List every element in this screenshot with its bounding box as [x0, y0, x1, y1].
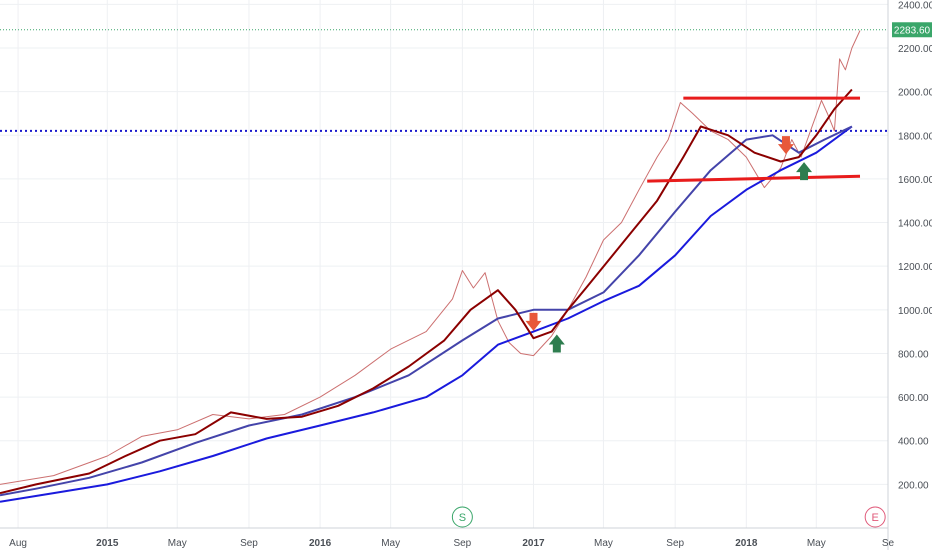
price-axis[interactable]: 2400.00 2200.00 2000.00 1800.00 1600.00 1400.… [898, 0, 932, 491]
event-marker-label: S [459, 512, 466, 524]
series-line-1 [0, 125, 853, 497]
y-tick-label: 1600.00 [898, 175, 932, 186]
time-axis[interactable]: Aug 2015 May Sep 2016 May Sep 2017 May Sep 2018 May… [9, 538, 894, 549]
y-tick-label: 1000.00 [898, 306, 932, 317]
x-tick-label: 2017 [522, 538, 545, 549]
y-tick-label: 2400.00 [898, 0, 932, 11]
arrow-up-icon [548, 334, 565, 353]
series-layer [0, 30, 861, 503]
y-tick-label: 2200.00 [898, 44, 932, 55]
y-tick-label: 2000.00 [898, 88, 932, 99]
x-tick-label: Se [882, 538, 895, 549]
trend-lines [647, 96, 861, 183]
x-tick-label: Sep [240, 538, 258, 549]
x-tick-label: 2016 [309, 538, 332, 549]
arrow-down-icon [525, 312, 542, 331]
y-tick-label: 1200.00 [898, 262, 932, 273]
x-tick-label: Sep [666, 538, 684, 549]
trend-line [647, 174, 861, 183]
arrow-up-icon [796, 162, 813, 181]
horizontal-lines [0, 29, 888, 132]
y-tick-label: 200.00 [898, 480, 929, 491]
x-tick-label: Aug [9, 538, 27, 549]
y-tick-label: 400.00 [898, 437, 929, 448]
last-price-tag-bg [892, 22, 932, 38]
series-line-0 [0, 88, 853, 495]
grid [0, 0, 888, 528]
event-marker-circle[interactable] [451, 506, 473, 528]
x-tick-label: May [381, 538, 400, 549]
y-tick-label: 800.00 [898, 349, 929, 360]
x-tick-label: May [594, 538, 613, 549]
series-line-3 [0, 30, 861, 485]
x-tick-label: 2015 [96, 538, 119, 549]
last-price-tag: 2283.60 [892, 22, 932, 38]
y-tick-label: 600.00 [898, 393, 929, 404]
x-tick-label: May [168, 538, 187, 549]
event-marker-circle[interactable] [864, 506, 886, 528]
x-tick-label: 2018 [735, 538, 758, 549]
event-marker-label: E [872, 512, 879, 524]
x-tick-label: May [807, 538, 826, 549]
last-price-label: 2283.60 [894, 25, 931, 36]
series-line-2 [0, 125, 853, 503]
arrow-down-icon [777, 136, 794, 155]
y-tick-label: 1400.00 [898, 219, 932, 230]
signal-arrows [525, 136, 813, 353]
x-tick-label: Sep [453, 538, 471, 549]
y-tick-label: 1800.00 [898, 131, 932, 142]
